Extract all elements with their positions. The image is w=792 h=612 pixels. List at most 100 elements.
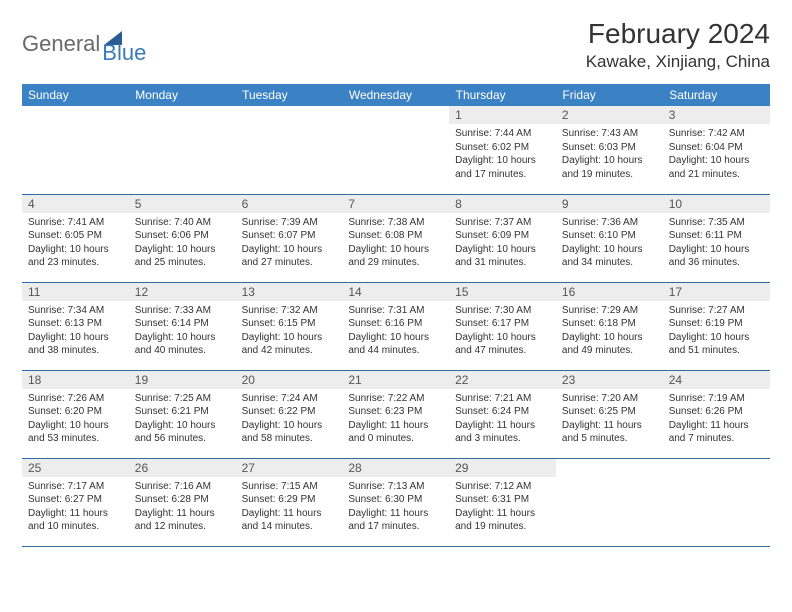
day-header: Tuesday [236, 84, 343, 106]
header: General Blue February 2024 Kawake, Xinji… [22, 18, 770, 72]
day-number: 19 [129, 371, 236, 389]
logo-text-general: General [22, 31, 100, 57]
day-number: 20 [236, 371, 343, 389]
calendar-day-cell: 23Sunrise: 7:20 AMSunset: 6:25 PMDayligh… [556, 370, 663, 458]
calendar-day-cell: 3Sunrise: 7:42 AMSunset: 6:04 PMDaylight… [663, 106, 770, 194]
calendar-table: SundayMondayTuesdayWednesdayThursdayFrid… [22, 84, 770, 547]
calendar-day-cell: 29Sunrise: 7:12 AMSunset: 6:31 PMDayligh… [449, 458, 556, 546]
day-number: 21 [342, 371, 449, 389]
logo: General Blue [22, 18, 146, 66]
calendar-day-cell: 18Sunrise: 7:26 AMSunset: 6:20 PMDayligh… [22, 370, 129, 458]
day-number: 9 [556, 195, 663, 213]
calendar-day-cell: 9Sunrise: 7:36 AMSunset: 6:10 PMDaylight… [556, 194, 663, 282]
calendar-day-cell: 20Sunrise: 7:24 AMSunset: 6:22 PMDayligh… [236, 370, 343, 458]
day-number: 3 [663, 106, 770, 124]
day-details: Sunrise: 7:31 AMSunset: 6:16 PMDaylight:… [342, 301, 449, 362]
calendar-day-cell: 14Sunrise: 7:31 AMSunset: 6:16 PMDayligh… [342, 282, 449, 370]
calendar-day-cell: 21Sunrise: 7:22 AMSunset: 6:23 PMDayligh… [342, 370, 449, 458]
day-number: 1 [449, 106, 556, 124]
day-details: Sunrise: 7:32 AMSunset: 6:15 PMDaylight:… [236, 301, 343, 362]
day-number: 14 [342, 283, 449, 301]
day-details: Sunrise: 7:42 AMSunset: 6:04 PMDaylight:… [663, 124, 770, 185]
day-details: Sunrise: 7:17 AMSunset: 6:27 PMDaylight:… [22, 477, 129, 538]
calendar-day-cell: 8Sunrise: 7:37 AMSunset: 6:09 PMDaylight… [449, 194, 556, 282]
day-number: 5 [129, 195, 236, 213]
day-details: Sunrise: 7:16 AMSunset: 6:28 PMDaylight:… [129, 477, 236, 538]
calendar-day-cell: 10Sunrise: 7:35 AMSunset: 6:11 PMDayligh… [663, 194, 770, 282]
day-details: Sunrise: 7:43 AMSunset: 6:03 PMDaylight:… [556, 124, 663, 185]
day-details: Sunrise: 7:29 AMSunset: 6:18 PMDaylight:… [556, 301, 663, 362]
day-details: Sunrise: 7:40 AMSunset: 6:06 PMDaylight:… [129, 213, 236, 274]
location: Kawake, Xinjiang, China [586, 52, 770, 72]
calendar-day-cell: 2Sunrise: 7:43 AMSunset: 6:03 PMDaylight… [556, 106, 663, 194]
calendar-empty-cell [236, 106, 343, 194]
day-details: Sunrise: 7:35 AMSunset: 6:11 PMDaylight:… [663, 213, 770, 274]
calendar-day-cell: 17Sunrise: 7:27 AMSunset: 6:19 PMDayligh… [663, 282, 770, 370]
calendar-day-cell: 6Sunrise: 7:39 AMSunset: 6:07 PMDaylight… [236, 194, 343, 282]
day-number: 13 [236, 283, 343, 301]
day-details: Sunrise: 7:21 AMSunset: 6:24 PMDaylight:… [449, 389, 556, 450]
day-number: 6 [236, 195, 343, 213]
day-details: Sunrise: 7:12 AMSunset: 6:31 PMDaylight:… [449, 477, 556, 538]
title-block: February 2024 Kawake, Xinjiang, China [586, 18, 770, 72]
day-details: Sunrise: 7:27 AMSunset: 6:19 PMDaylight:… [663, 301, 770, 362]
day-number: 7 [342, 195, 449, 213]
day-details: Sunrise: 7:22 AMSunset: 6:23 PMDaylight:… [342, 389, 449, 450]
calendar-body: 1Sunrise: 7:44 AMSunset: 6:02 PMDaylight… [22, 106, 770, 546]
day-number: 8 [449, 195, 556, 213]
day-details: Sunrise: 7:30 AMSunset: 6:17 PMDaylight:… [449, 301, 556, 362]
day-details: Sunrise: 7:38 AMSunset: 6:08 PMDaylight:… [342, 213, 449, 274]
day-details: Sunrise: 7:41 AMSunset: 6:05 PMDaylight:… [22, 213, 129, 274]
day-number: 22 [449, 371, 556, 389]
day-number: 11 [22, 283, 129, 301]
day-number: 24 [663, 371, 770, 389]
calendar-day-cell: 24Sunrise: 7:19 AMSunset: 6:26 PMDayligh… [663, 370, 770, 458]
day-number: 18 [22, 371, 129, 389]
day-details: Sunrise: 7:15 AMSunset: 6:29 PMDaylight:… [236, 477, 343, 538]
day-number: 10 [663, 195, 770, 213]
calendar-empty-cell [342, 106, 449, 194]
day-details: Sunrise: 7:37 AMSunset: 6:09 PMDaylight:… [449, 213, 556, 274]
day-header: Thursday [449, 84, 556, 106]
calendar-empty-cell [129, 106, 236, 194]
day-details: Sunrise: 7:13 AMSunset: 6:30 PMDaylight:… [342, 477, 449, 538]
calendar-week-row: 18Sunrise: 7:26 AMSunset: 6:20 PMDayligh… [22, 370, 770, 458]
day-number: 12 [129, 283, 236, 301]
day-number: 29 [449, 459, 556, 477]
day-number: 16 [556, 283, 663, 301]
day-number: 26 [129, 459, 236, 477]
day-details: Sunrise: 7:20 AMSunset: 6:25 PMDaylight:… [556, 389, 663, 450]
calendar-day-cell: 28Sunrise: 7:13 AMSunset: 6:30 PMDayligh… [342, 458, 449, 546]
day-header: Monday [129, 84, 236, 106]
calendar-week-row: 4Sunrise: 7:41 AMSunset: 6:05 PMDaylight… [22, 194, 770, 282]
day-number: 15 [449, 283, 556, 301]
calendar-day-cell: 16Sunrise: 7:29 AMSunset: 6:18 PMDayligh… [556, 282, 663, 370]
day-number: 25 [22, 459, 129, 477]
calendar-week-row: 25Sunrise: 7:17 AMSunset: 6:27 PMDayligh… [22, 458, 770, 546]
calendar-day-cell: 27Sunrise: 7:15 AMSunset: 6:29 PMDayligh… [236, 458, 343, 546]
calendar-day-cell: 7Sunrise: 7:38 AMSunset: 6:08 PMDaylight… [342, 194, 449, 282]
calendar-day-cell: 5Sunrise: 7:40 AMSunset: 6:06 PMDaylight… [129, 194, 236, 282]
day-details: Sunrise: 7:25 AMSunset: 6:21 PMDaylight:… [129, 389, 236, 450]
day-header: Sunday [22, 84, 129, 106]
calendar-empty-cell [556, 458, 663, 546]
calendar-week-row: 11Sunrise: 7:34 AMSunset: 6:13 PMDayligh… [22, 282, 770, 370]
logo-text-blue: Blue [102, 40, 146, 66]
day-number: 23 [556, 371, 663, 389]
day-header: Friday [556, 84, 663, 106]
calendar-day-cell: 26Sunrise: 7:16 AMSunset: 6:28 PMDayligh… [129, 458, 236, 546]
day-details: Sunrise: 7:34 AMSunset: 6:13 PMDaylight:… [22, 301, 129, 362]
day-details: Sunrise: 7:39 AMSunset: 6:07 PMDaylight:… [236, 213, 343, 274]
calendar-day-cell: 19Sunrise: 7:25 AMSunset: 6:21 PMDayligh… [129, 370, 236, 458]
day-details: Sunrise: 7:26 AMSunset: 6:20 PMDaylight:… [22, 389, 129, 450]
calendar-empty-cell [663, 458, 770, 546]
calendar-day-cell: 13Sunrise: 7:32 AMSunset: 6:15 PMDayligh… [236, 282, 343, 370]
calendar-day-cell: 11Sunrise: 7:34 AMSunset: 6:13 PMDayligh… [22, 282, 129, 370]
day-details: Sunrise: 7:19 AMSunset: 6:26 PMDaylight:… [663, 389, 770, 450]
calendar-day-cell: 12Sunrise: 7:33 AMSunset: 6:14 PMDayligh… [129, 282, 236, 370]
day-details: Sunrise: 7:33 AMSunset: 6:14 PMDaylight:… [129, 301, 236, 362]
day-number: 27 [236, 459, 343, 477]
month-title: February 2024 [586, 18, 770, 50]
day-details: Sunrise: 7:24 AMSunset: 6:22 PMDaylight:… [236, 389, 343, 450]
calendar-empty-cell [22, 106, 129, 194]
